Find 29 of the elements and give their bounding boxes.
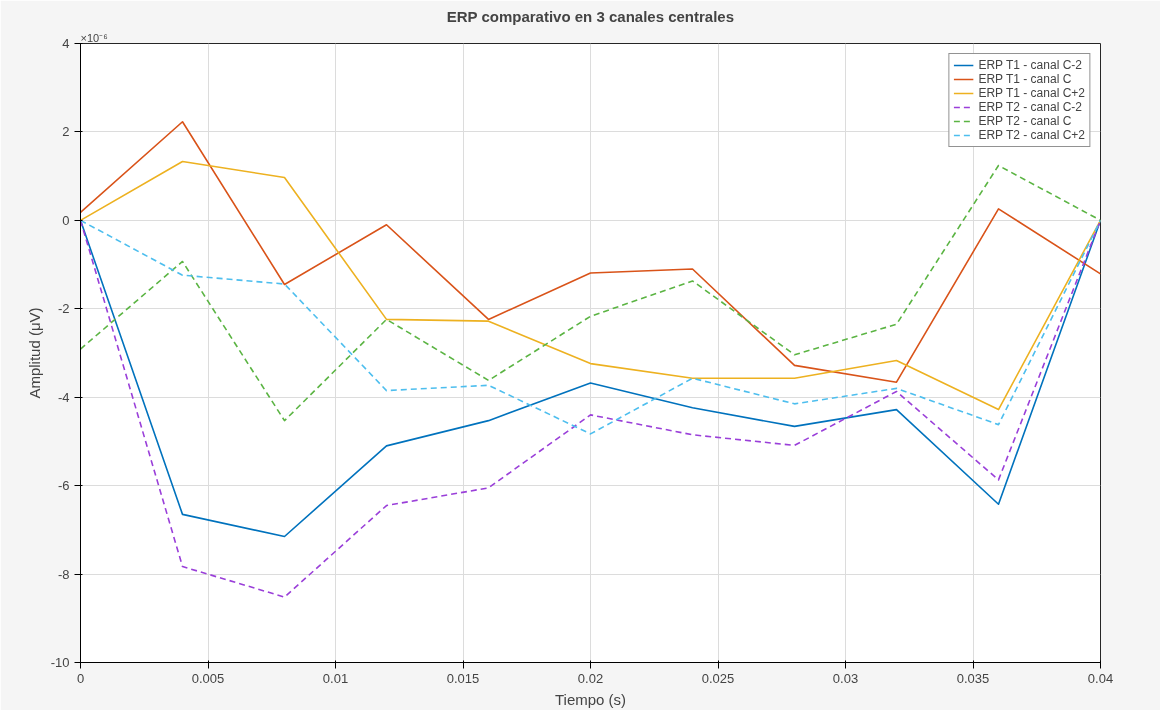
y-tick-label: -10 [50,655,70,670]
x-tick-label: 0.01 [322,670,349,686]
legend-label: ERP T2 - canal C+2 [978,128,1085,142]
x-tick-label: 0.04 [1087,670,1114,686]
x-tick-label: 0.02 [577,670,604,686]
legend-label: ERP T1 - canal C [978,72,1072,86]
legend-label: ERP T1 - canal C-2 [978,58,1082,72]
y-tick-label: 4 [62,36,70,51]
legend-label: ERP T2 - canal C [978,114,1072,128]
x-axis-title: Tiempo (s) [554,690,627,708]
x-tick-label: 0.025 [701,670,735,686]
chart-title: ERP comparativo en 3 canales centrales [446,7,735,25]
y-tick-label: -8 [57,566,70,582]
y-tick-label: -6 [57,478,70,494]
annotation: ×10⁻⁶ [80,31,108,44]
x-tick-label: 0.035 [956,670,990,686]
y-tick-label: 0 [62,212,70,228]
y-tick-label: -2 [57,301,70,317]
y-tick-label: -4 [57,389,70,405]
line-series [80,219,1101,435]
legend-label: ERP T2 - canal C-2 [978,100,1082,114]
x-tick-label: 0.015 [446,670,480,686]
y-tick-label: 2 [62,124,70,140]
line-series [80,219,1101,598]
y-axis-title: Amplitud (μV) [25,307,43,399]
legend-label: ERP T1 - canal C+2 [978,86,1085,100]
x-tick-label: 0.005 [191,670,225,686]
x-tick-label: 0 [76,670,85,686]
x-tick-label: 0.03 [832,670,859,686]
